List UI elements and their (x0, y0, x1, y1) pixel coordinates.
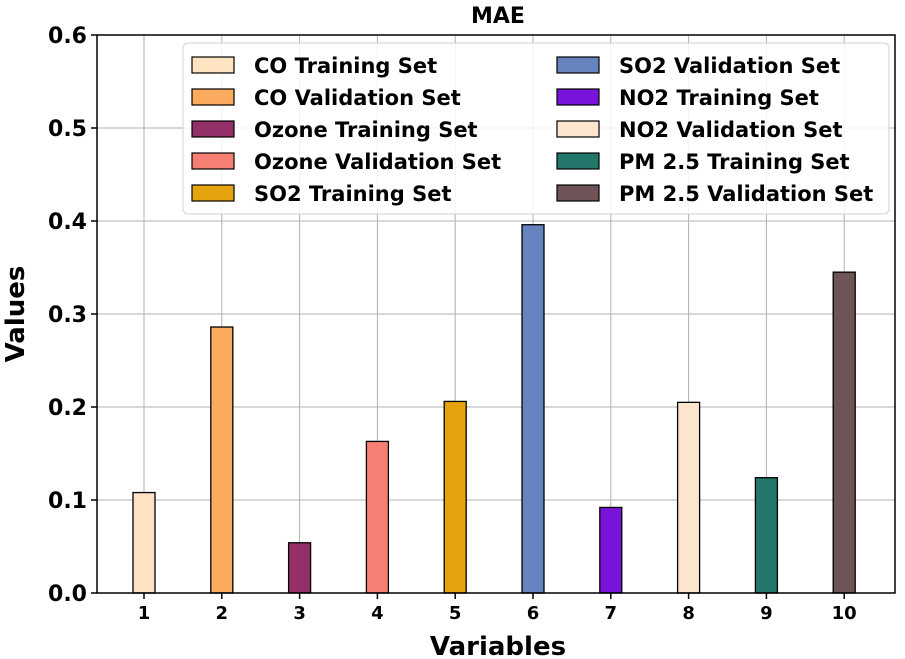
legend-swatch (191, 56, 235, 74)
bar-9 (754, 477, 779, 594)
legend-label: Ozone Validation Set (254, 150, 501, 174)
legend-swatch (556, 120, 600, 138)
legend-label: SO2 Training Set (254, 182, 452, 206)
x-tick-label: 1 (138, 603, 151, 624)
legend-label: PM 2.5 Validation Set (619, 182, 873, 206)
y-axis: 0.0 0.1 0.2 0.3 0.4 0.5 0.6 (48, 24, 97, 607)
bar-6 (521, 224, 545, 594)
bars (132, 224, 856, 594)
legend-label: CO Validation Set (254, 86, 461, 110)
x-tick-label: 4 (371, 603, 384, 624)
legend-swatch (191, 88, 235, 106)
legend-label: NO2 Validation Set (619, 118, 843, 142)
x-tick-label: 9 (760, 603, 773, 624)
legend-label: SO2 Validation Set (619, 54, 840, 78)
bar-4 (365, 440, 390, 594)
x-tick-label: 3 (293, 603, 306, 624)
y-tick-label: 0.1 (48, 489, 87, 514)
legend-label: CO Training Set (254, 54, 437, 78)
bar-1 (132, 491, 156, 594)
bar-10 (832, 271, 856, 594)
x-axis: 1 2 3 4 5 6 7 8 9 10 (138, 593, 857, 624)
bar-7 (599, 506, 623, 594)
legend-swatch (191, 152, 235, 170)
legend-swatch (556, 56, 600, 74)
legend-swatch (191, 184, 235, 202)
x-tick-label: 8 (682, 603, 695, 624)
y-tick-label: 0.3 (48, 303, 87, 328)
bar-5 (443, 400, 467, 594)
y-axis-label: Values (1, 266, 31, 363)
y-tick-label: 0.4 (48, 210, 87, 235)
x-tick-label: 10 (832, 603, 857, 624)
x-tick-label: 6 (527, 603, 540, 624)
bar-2 (210, 326, 234, 594)
legend-label: Ozone Training Set (254, 118, 478, 142)
y-tick-label: 0.5 (48, 117, 87, 142)
x-axis-label: Variables (430, 632, 566, 659)
bar-3 (287, 542, 312, 594)
legend-label: PM 2.5 Training Set (619, 150, 850, 174)
legend: CO Training Set CO Validation Set Ozone Tr… (182, 42, 890, 215)
legend-swatch (556, 88, 600, 106)
legend-label: NO2 Training Set (619, 86, 819, 110)
chart-title: MAE (471, 4, 525, 29)
legend-box (182, 42, 890, 215)
x-tick-label: 2 (216, 603, 229, 624)
x-tick-label: 7 (605, 603, 618, 624)
y-tick-label: 0.2 (48, 396, 87, 421)
x-tick-label: 5 (449, 603, 462, 624)
y-tick-label: 0.0 (48, 582, 87, 607)
legend-swatch (556, 184, 600, 202)
bar-8 (676, 401, 701, 594)
y-tick-label: 0.6 (48, 24, 87, 49)
legend-swatch (191, 120, 235, 138)
legend-swatch (556, 152, 600, 170)
